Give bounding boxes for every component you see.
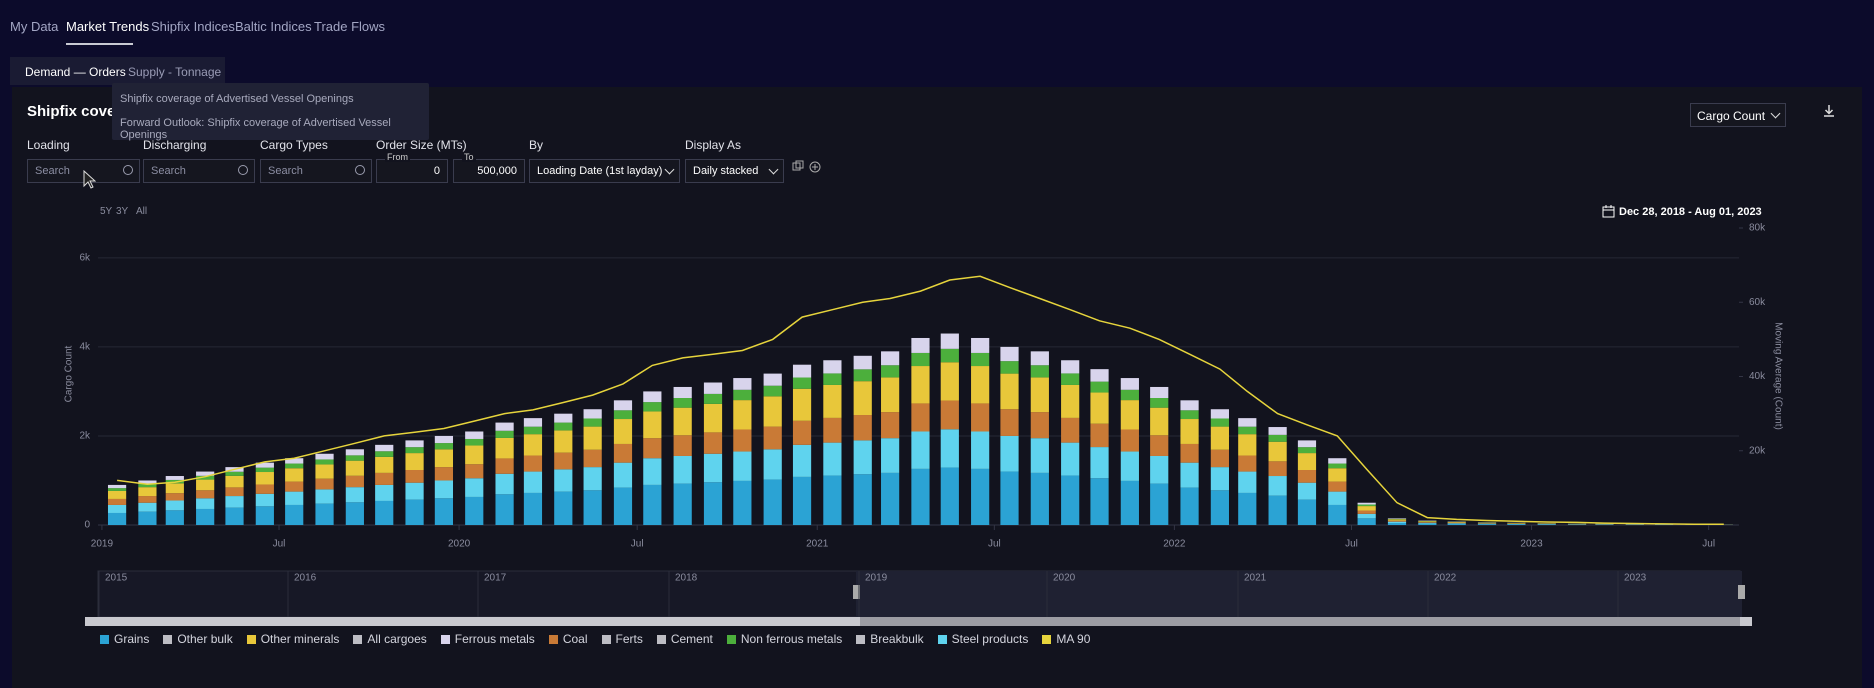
menu-item[interactable]: Forward Outlook: Shipfix coverage of Adv…: [120, 117, 429, 141]
legend-label: MA 90: [1056, 632, 1090, 646]
legend-swatch: [353, 635, 362, 644]
legend-swatch: [247, 635, 256, 644]
legend-swatch: [727, 635, 736, 644]
legend-item[interactable]: All cargoes: [353, 632, 426, 646]
legend-label: Cement: [671, 632, 713, 646]
legend-label: Steel products: [952, 632, 1029, 646]
legend-item[interactable]: Ferts: [602, 632, 643, 646]
filter-label: Loading: [27, 138, 70, 152]
legend-item[interactable]: Coal: [549, 632, 588, 646]
legend-item[interactable]: Grains: [100, 632, 149, 646]
legend-label: Non ferrous metals: [741, 632, 842, 646]
search-input[interactable]: Search: [143, 159, 255, 183]
legend-swatch: [549, 635, 558, 644]
filter-label: Display As: [685, 138, 741, 152]
placeholder: Search: [268, 165, 303, 177]
select[interactable]: Loading Date (1st layday): [529, 159, 680, 183]
legend-label: Ferrous metals: [455, 632, 535, 646]
download-icon[interactable]: [1822, 104, 1836, 118]
select[interactable]: Daily stacked: [685, 159, 784, 183]
placeholder: Search: [151, 165, 186, 177]
mouse-cursor: [82, 170, 96, 190]
legend-swatch: [657, 635, 666, 644]
dropdown-menu: Shipfix coverage of Advertised Vessel Op…: [112, 83, 429, 140]
legend-item[interactable]: MA 90: [1042, 632, 1090, 646]
input-value: 0: [434, 165, 440, 177]
legend-swatch: [602, 635, 611, 644]
field-caption: To: [462, 152, 476, 162]
tool-icons[interactable]: [792, 160, 824, 174]
legend-item[interactable]: Ferrous metals: [441, 632, 535, 646]
metric-value: Cargo Count: [1697, 109, 1765, 123]
zoom-button[interactable]: 3Y: [116, 206, 128, 217]
zoom-button[interactable]: All: [136, 206, 147, 217]
legend-swatch: [163, 635, 172, 644]
metric-select[interactable]: Cargo Count: [1690, 103, 1786, 127]
number-input[interactable]: From0: [376, 159, 448, 183]
input-value: 500,000: [477, 165, 517, 177]
panel-title: Shipfix cover: [27, 103, 121, 120]
legend-swatch: [100, 635, 109, 644]
legend-swatch: [938, 635, 947, 644]
legend-swatch: [856, 635, 865, 644]
field-caption: From: [385, 152, 410, 162]
legend: Grains Other bulk Other minerals All cargoe…: [100, 632, 1090, 646]
legend-item[interactable]: Breakbulk: [856, 632, 923, 646]
legend-label: Ferts: [616, 632, 643, 646]
nav-tab[interactable]: Shipfix Indices: [151, 19, 235, 34]
date-range[interactable]: Dec 28, 2018 - Aug 01, 2023: [1619, 206, 1762, 218]
legend-label: All cargoes: [367, 632, 426, 646]
legend-label: Grains: [114, 632, 149, 646]
legend-label: Other minerals: [261, 632, 340, 646]
legend-item[interactable]: Steel products: [938, 632, 1029, 646]
legend-item[interactable]: Cement: [657, 632, 713, 646]
nav-tab[interactable]: My Data: [10, 19, 58, 34]
number-input[interactable]: To500,000: [453, 159, 525, 183]
nav-tab[interactable]: Trade Flows: [314, 19, 385, 34]
active-underline: [66, 43, 133, 45]
select-value: Daily stacked: [693, 165, 758, 177]
search-input[interactable]: Search: [260, 159, 372, 183]
legend-item[interactable]: Other minerals: [247, 632, 340, 646]
zoom-button[interactable]: 5Y: [100, 206, 112, 217]
placeholder: Search: [35, 165, 70, 177]
nav-tab[interactable]: Baltic Indices: [235, 19, 312, 34]
select-value: Loading Date (1st layday): [537, 165, 662, 177]
legend-label: Coal: [563, 632, 588, 646]
calendar-icon: [1602, 205, 1616, 219]
legend-item[interactable]: Other bulk: [163, 632, 232, 646]
legend-label: Breakbulk: [870, 632, 923, 646]
legend-swatch: [441, 635, 450, 644]
menu-item[interactable]: Shipfix coverage of Advertised Vessel Op…: [120, 93, 354, 105]
legend-swatch: [1042, 635, 1051, 644]
legend-label: Other bulk: [177, 632, 232, 646]
subtab[interactable]: Demand — Orders: [25, 65, 126, 79]
subtab[interactable]: Supply - Tonnage: [128, 65, 221, 79]
legend-item[interactable]: Non ferrous metals: [727, 632, 842, 646]
nav-tab[interactable]: Market Trends: [66, 19, 149, 34]
filter-label: By: [529, 138, 543, 152]
